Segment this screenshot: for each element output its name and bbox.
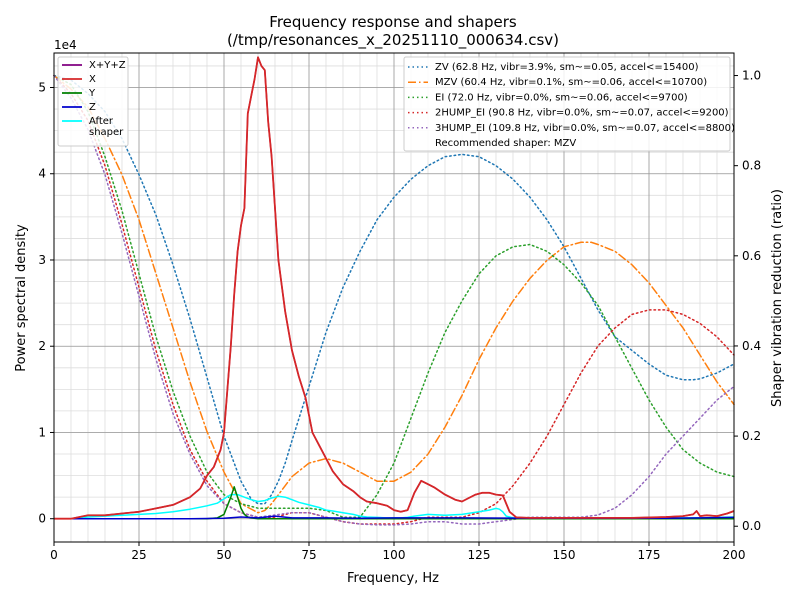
legend-psd-label: X+Y+Z [89,60,126,71]
y-tick-label-left: 4 [38,167,46,181]
y-tick-label-left: 3 [38,253,46,267]
shaper-line-2 [53,74,735,518]
y-tick-label-right: 0.6 [742,249,761,263]
y-tick-label-left: 2 [38,339,46,353]
x-tick-label: 200 [723,548,746,562]
y-tick-label-right: 0.0 [742,519,761,533]
legend-psd-label: Z [89,102,96,113]
x-tick-label: 100 [383,548,406,562]
x-tick-label: 150 [553,548,576,562]
chart-title: Frequency response and shapers [269,13,517,31]
legend-shaper-label: 2HUMP_EI (90.8 Hz, vibr=0.0%, sm~=0.07, … [435,108,729,119]
ticks: 0 25 50 75 100 125 150 175 200 0 1 2 3 4 5 0.0 0.2 0.4 0.6… [38,69,761,562]
y-axis-label-left: Power spectral density [14,224,29,372]
y-tick-label-right: 1.0 [742,69,761,83]
x-tick-label: 75 [301,548,316,562]
shaper-line-1 [53,74,735,514]
y-multiplier: 1e4 [54,38,77,52]
x-tick-label: 175 [638,548,661,562]
y-tick-label-right: 0.8 [742,159,761,173]
legend-psd-label: Y [88,88,96,99]
legend-shapers-box [403,56,731,152]
legend-psd-label: shaper [89,127,124,138]
legend-shaper-label: 3HUMP_EI (109.8 Hz, vibr=0.0%, sm~=0.07,… [435,123,735,134]
y-axis-label-right: Shaper vibration reduction (ratio) [770,189,785,407]
legend-psd-label: After [89,116,114,127]
legend-shaper-label: EI (72.0 Hz, vibr=0.0%, sm~=0.06, accel<… [435,92,688,103]
legend-shaper-label: MZV (60.4 Hz, vibr=0.1%, sm~=0.06, accel… [435,77,707,88]
x-tick-label: 0 [50,548,58,562]
y-tick-label-left: 1 [38,425,46,439]
y-tick-label-left: 0 [38,512,46,526]
grid [53,53,735,542]
x-tick-label: 125 [468,548,491,562]
y-tick-label-left: 5 [38,80,46,94]
x-tick-label: 50 [216,548,231,562]
y-tick-label-right: 0.4 [742,339,761,353]
chart-subtitle: (/tmp/resonances_x_20251110_000634.csv) [227,31,559,50]
psd-line-4 [54,493,735,520]
recommended-shaper: Recommended shaper: MZV [435,138,576,149]
plot-area [53,56,735,526]
shaper-line-0 [53,74,735,505]
x-tick-label: 25 [131,548,146,562]
y-tick-label-right: 0.2 [742,429,761,443]
shaper-line-3 [53,74,735,525]
legend-shaper-label: ZV (62.8 Hz, vibr=3.9%, sm~=0.05, accel<… [435,62,699,73]
shaper-line-4 [53,74,735,526]
x-axis-label: Frequency, Hz [347,571,439,586]
legend-shapers: ZV (62.8 Hz, vibr=3.9%, sm~=0.05, accel<… [403,56,735,152]
legend-psd-label: X [89,74,96,85]
psd-line-1 [54,56,735,520]
